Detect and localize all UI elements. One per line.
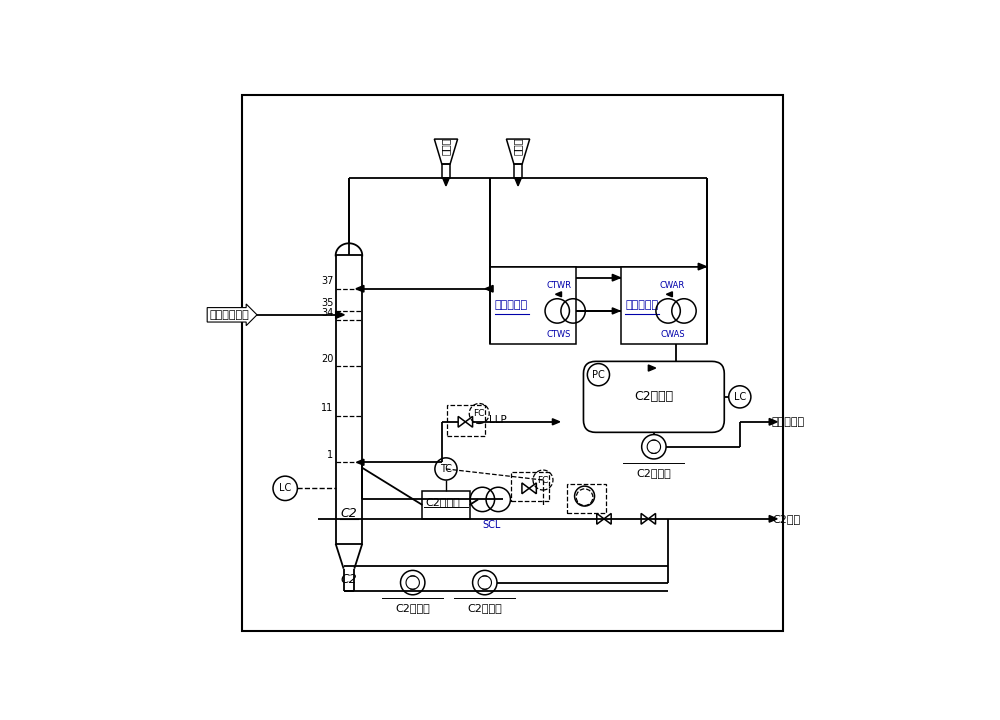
Polygon shape <box>556 292 562 297</box>
Bar <box>336 256 362 544</box>
Text: CTWR: CTWR <box>547 282 572 290</box>
Text: 1: 1 <box>327 449 333 459</box>
Polygon shape <box>648 365 656 371</box>
Polygon shape <box>769 418 777 425</box>
Text: 20: 20 <box>321 354 333 364</box>
Text: LLP: LLP <box>489 415 506 425</box>
Polygon shape <box>336 311 344 318</box>
Text: CWAR: CWAR <box>660 282 685 290</box>
Bar <box>567 485 606 513</box>
Polygon shape <box>612 308 620 314</box>
Text: 35: 35 <box>321 298 333 308</box>
Polygon shape <box>356 285 364 292</box>
Polygon shape <box>612 274 620 281</box>
Bar <box>447 405 485 436</box>
Bar <box>621 266 707 344</box>
Text: 第一冷凝器: 第一冷凝器 <box>495 300 528 310</box>
Text: C2: C2 <box>341 573 357 586</box>
Text: 11: 11 <box>321 403 333 413</box>
Polygon shape <box>515 178 521 186</box>
Text: 粗丙烯酸进料: 粗丙烯酸进料 <box>209 310 249 320</box>
Text: LC: LC <box>734 392 746 402</box>
Text: FC: FC <box>537 475 549 485</box>
FancyBboxPatch shape <box>583 361 724 432</box>
Text: C2: C2 <box>341 507 357 520</box>
Text: SCL: SCL <box>483 521 501 531</box>
Text: 阻聚剂: 阻聚剂 <box>441 138 451 156</box>
Text: C2再沸器: C2再沸器 <box>426 498 461 507</box>
Text: C2回流泵: C2回流泵 <box>636 468 671 478</box>
Text: FC: FC <box>474 409 485 418</box>
Text: C2出料: C2出料 <box>772 514 800 524</box>
Bar <box>490 266 576 344</box>
Text: C2出料泵: C2出料泵 <box>467 603 502 613</box>
Text: 34: 34 <box>321 307 333 318</box>
Polygon shape <box>769 516 777 522</box>
Text: C2回流罐: C2回流罐 <box>634 390 673 403</box>
Text: CWAS: CWAS <box>660 330 685 339</box>
Polygon shape <box>666 292 672 297</box>
Polygon shape <box>443 178 449 186</box>
Bar <box>422 491 470 519</box>
Bar <box>514 164 522 178</box>
Polygon shape <box>485 285 493 292</box>
Text: 第二冷凝器: 第二冷凝器 <box>625 300 658 310</box>
Polygon shape <box>552 419 560 425</box>
Bar <box>442 164 450 178</box>
Text: PC: PC <box>592 369 605 379</box>
Text: TC: TC <box>440 464 452 474</box>
Text: 阻聚剂: 阻聚剂 <box>513 138 523 156</box>
Bar <box>511 472 549 500</box>
Text: CTWS: CTWS <box>547 330 571 339</box>
Polygon shape <box>357 459 364 465</box>
Text: 37: 37 <box>321 276 333 286</box>
Text: 回流罐出料: 回流罐出料 <box>772 417 805 427</box>
Polygon shape <box>698 264 706 270</box>
Text: LC: LC <box>279 483 291 493</box>
Text: C2循环泵: C2循环泵 <box>395 603 430 613</box>
